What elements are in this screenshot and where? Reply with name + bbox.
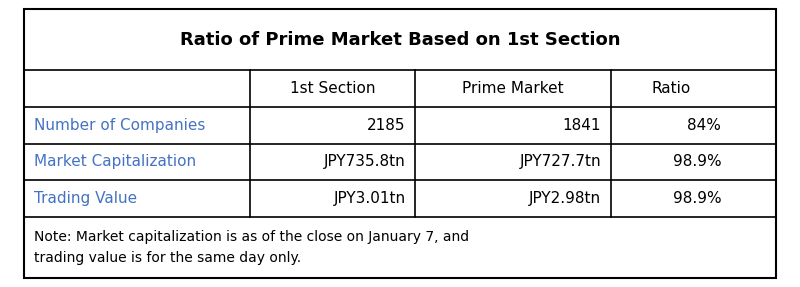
- Text: Number of Companies: Number of Companies: [34, 118, 205, 133]
- Text: JPY727.7tn: JPY727.7tn: [519, 154, 601, 169]
- Text: Market Capitalization: Market Capitalization: [34, 154, 196, 169]
- Text: JPY735.8tn: JPY735.8tn: [324, 154, 406, 169]
- Text: JPY3.01tn: JPY3.01tn: [334, 191, 406, 206]
- Text: 98.9%: 98.9%: [673, 191, 722, 206]
- Text: Trading Value: Trading Value: [34, 191, 137, 206]
- Text: 1st Section: 1st Section: [290, 81, 375, 96]
- Text: Ratio: Ratio: [651, 81, 690, 96]
- Text: Ratio of Prime Market Based on 1st Section: Ratio of Prime Market Based on 1st Secti…: [180, 30, 620, 49]
- Text: JPY2.98tn: JPY2.98tn: [529, 191, 601, 206]
- Text: 2185: 2185: [367, 118, 406, 133]
- Text: 1841: 1841: [562, 118, 601, 133]
- Text: 84%: 84%: [687, 118, 722, 133]
- Text: Prime Market: Prime Market: [462, 81, 564, 96]
- Text: Note: Market capitalization is as of the close on January 7, and
trading value i: Note: Market capitalization is as of the…: [34, 230, 469, 265]
- Text: 98.9%: 98.9%: [673, 154, 722, 169]
